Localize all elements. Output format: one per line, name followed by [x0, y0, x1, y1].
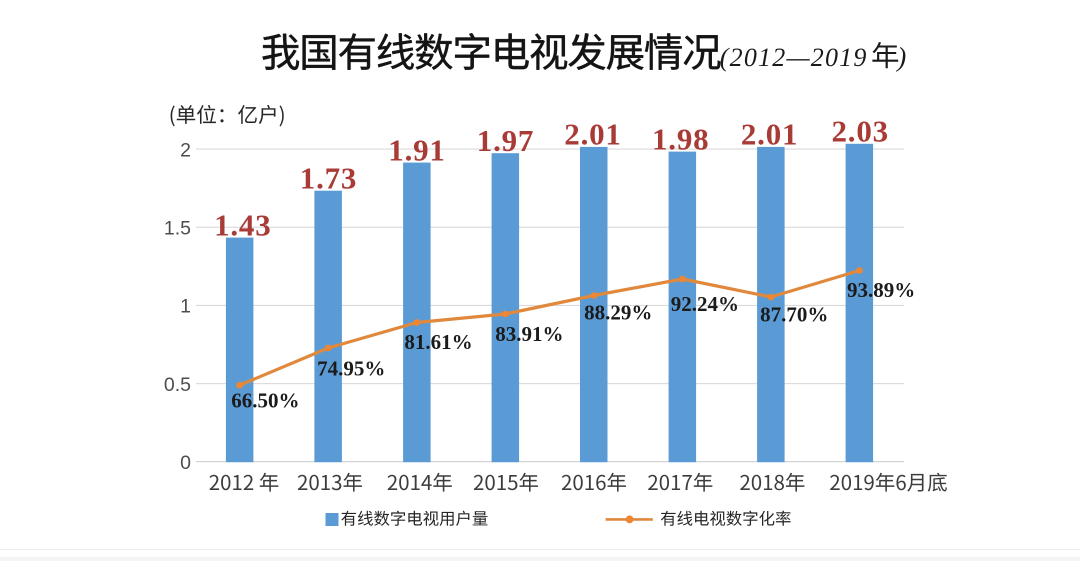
svg-text:1.98: 1.98 — [652, 121, 709, 156]
svg-text:87.70%: 87.70% — [760, 303, 828, 327]
svg-text:1.73: 1.73 — [300, 160, 357, 195]
svg-text:): ) — [895, 42, 906, 72]
svg-text:74.95%: 74.95% — [317, 357, 385, 381]
svg-text:0.5: 0.5 — [164, 374, 191, 396]
svg-text:(2012—2019: (2012—2019 — [720, 43, 868, 72]
svg-text:2.03: 2.03 — [831, 114, 888, 149]
svg-text:93.89%: 93.89% — [847, 278, 915, 302]
svg-text:88.29%: 88.29% — [584, 301, 652, 325]
svg-text:2.01: 2.01 — [564, 117, 621, 152]
svg-text:0: 0 — [180, 452, 191, 474]
svg-text:1.97: 1.97 — [477, 123, 534, 158]
svg-text:92.24%: 92.24% — [671, 292, 739, 316]
svg-text:81.61%: 81.61% — [404, 330, 472, 354]
svg-text:2.01: 2.01 — [741, 117, 798, 152]
svg-text:1.43: 1.43 — [214, 207, 271, 242]
svg-text:83.91%: 83.91% — [495, 322, 563, 346]
svg-text:66.50%: 66.50% — [231, 389, 299, 413]
svg-text:1.5: 1.5 — [164, 218, 191, 240]
svg-text:2: 2 — [180, 139, 191, 161]
svg-text:1.91: 1.91 — [388, 132, 445, 167]
svg-text:1: 1 — [180, 296, 191, 318]
